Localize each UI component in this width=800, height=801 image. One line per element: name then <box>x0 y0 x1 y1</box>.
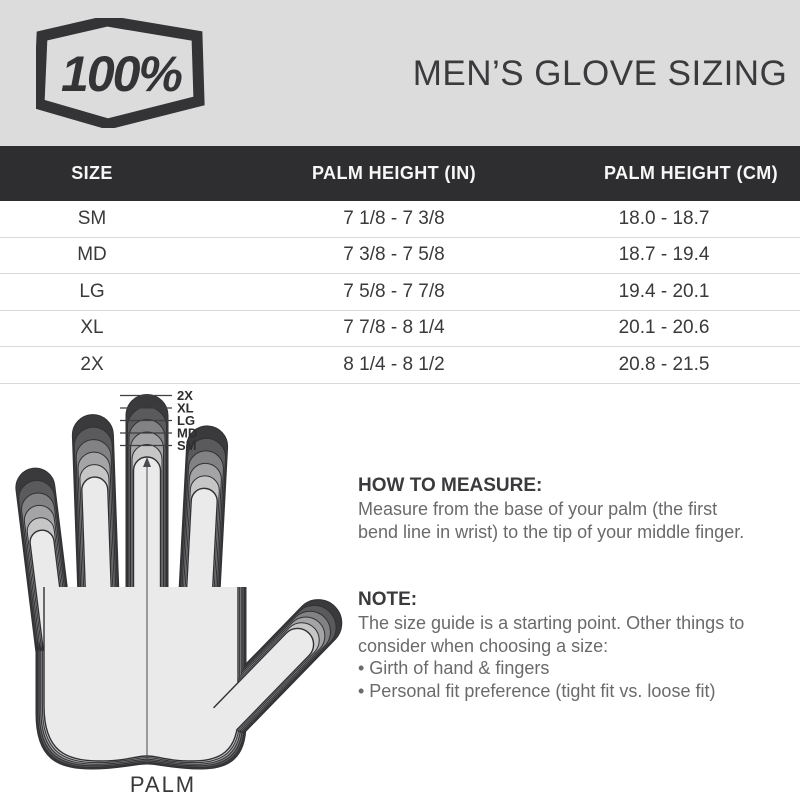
note-heading: NOTE: <box>358 589 418 610</box>
inches-cell: 7 1/8 - 7 3/8 <box>343 207 445 229</box>
palm-label: PALM <box>130 772 196 797</box>
hand-measurement-diagram: 2X XL LG MD SM PALM <box>15 389 343 797</box>
table-row-md: MD 7 3/8 - 7 5/8 18.7 - 19.4 <box>0 237 800 274</box>
cm-cell: 20.1 - 20.6 <box>618 317 710 339</box>
size-label-lg: LG <box>177 413 195 428</box>
size-label-md: MD <box>177 426 197 441</box>
palm-shape <box>43 587 239 762</box>
note-section: NOTE: The size guide is a starting point… <box>358 588 800 702</box>
measurement-arrowhead <box>143 457 151 467</box>
table-row-lg: LG 7 5/8 - 7 7/8 19.4 - 20.1 <box>0 274 800 311</box>
logo-text: 100% <box>61 46 182 102</box>
size-table-header: SIZE PALM HEIGHT (IN) PALM HEIGHT (CM) <box>0 146 800 201</box>
table-row-2x: 2X 8 1/4 - 8 1/2 20.8 - 21.5 <box>0 347 800 384</box>
size-cell: SM <box>77 207 107 229</box>
note-text-line: consider when choosing a size: <box>358 635 609 656</box>
size-table-body: SM 7 1/8 - 7 3/8 18.0 - 18.7 MD 7 3/8 - … <box>0 201 800 384</box>
inches-cell: 7 3/8 - 7 5/8 <box>343 244 445 266</box>
size-cell: XL <box>80 317 104 339</box>
cm-cell: 18.0 - 18.7 <box>618 207 710 229</box>
size-cell: LG <box>79 280 105 302</box>
size-label-xl: XL <box>177 401 194 416</box>
inches-cell: 7 5/8 - 7 7/8 <box>343 280 445 302</box>
glove-layer-hand <box>29 456 315 762</box>
column-header-size: SIZE <box>71 163 113 183</box>
logo-hexagon <box>36 18 205 128</box>
measure-text-line: bend line in wrist) to the tip of your m… <box>358 521 745 542</box>
size-cell: MD <box>77 244 107 266</box>
inches-cell: 8 1/4 - 8 1/2 <box>343 353 445 375</box>
note-bullet: • Girth of hand & fingers <box>358 658 550 678</box>
note-bullet: • Personal fit preference (tight fit vs.… <box>358 680 716 701</box>
size-tick-group <box>120 394 172 447</box>
column-header-palm-height-in: PALM HEIGHT (IN) <box>311 163 477 183</box>
page-title: MEN’S GLOVE SIZING <box>412 54 788 93</box>
note-text-line: The size guide is a starting point. Othe… <box>358 613 745 633</box>
thumb-shape <box>213 627 315 731</box>
cm-cell: 19.4 - 20.1 <box>618 280 710 302</box>
size-label-sm: SM <box>177 438 197 453</box>
cm-cell: 20.8 - 21.5 <box>618 353 710 375</box>
measure-text-line: Measure from the base of your palm (the … <box>358 499 718 519</box>
table-row-sm: SM 7 1/8 - 7 3/8 18.0 - 18.7 <box>0 201 800 238</box>
column-header-palm-height-cm: PALM HEIGHT (CM) <box>604 163 779 183</box>
size-label-2x: 2X <box>177 389 193 403</box>
inches-cell: 7 7/8 - 8 1/4 <box>343 317 445 339</box>
size-cell: 2X <box>80 353 104 375</box>
brand-logo-100percent-icon: 100% <box>36 18 205 128</box>
page-header: 100% MEN’S GLOVE SIZING <box>0 0 800 146</box>
how-to-measure-heading: HOW TO MEASURE: <box>358 475 543 496</box>
table-row-xl: XL 7 7/8 - 8 1/4 20.1 - 20.6 <box>0 310 800 347</box>
how-to-measure-section: HOW TO MEASURE: Measure from the base of… <box>358 474 800 543</box>
cm-cell: 18.7 - 19.4 <box>618 244 710 266</box>
